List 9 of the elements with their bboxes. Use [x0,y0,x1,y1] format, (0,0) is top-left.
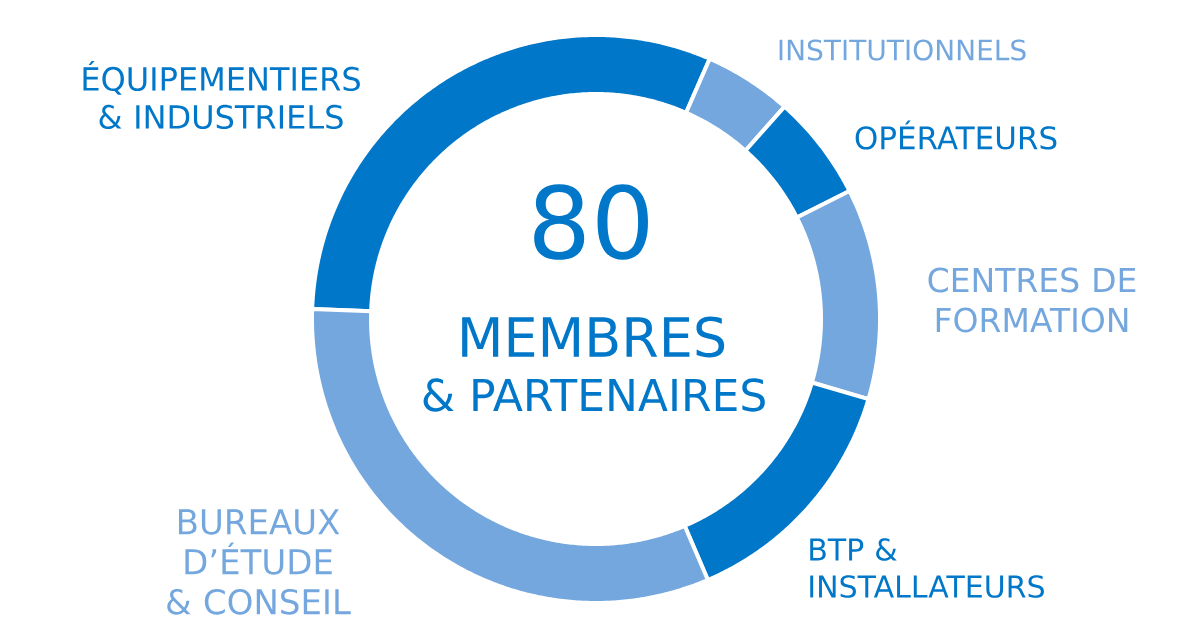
slice-label: BUREAUX D’ÉTUDE & CONSEIL [167,509,351,615]
slice-label: INSTITUTIONNELS [779,39,1026,61]
text: 80 [534,184,648,260]
text: MEMBRES [462,316,725,358]
slice-label: CENTRES DE FORMATION [928,267,1136,333]
text: & PARTENAIRES [423,378,765,412]
slice-label: OPÉRATEURS [855,120,1057,150]
slice-label: ÉQUIPEMENTIERS & INDUSTRIELS [83,60,360,130]
slice-label: BTP & INSTALLATEURS [810,538,1044,598]
